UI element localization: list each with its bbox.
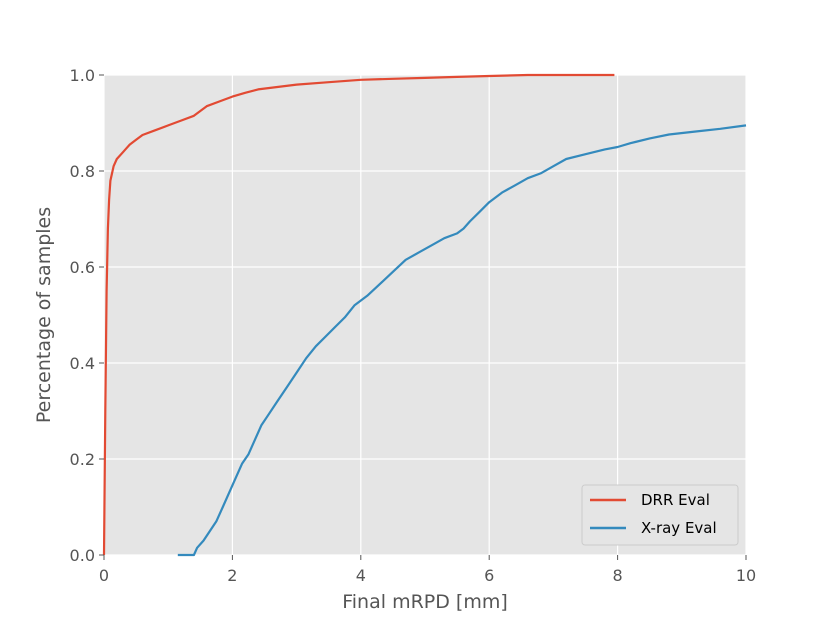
y-tick-label: 0.0 <box>70 546 95 565</box>
y-tick-label: 0.2 <box>70 450 95 469</box>
y-tick-label: 1.0 <box>70 66 95 85</box>
y-axis-label: Percentage of samples <box>33 207 55 423</box>
x-tick-label: 6 <box>484 566 494 585</box>
x-tick-label: 10 <box>736 566 756 585</box>
series-layer <box>102 73 747 557</box>
grid <box>103 74 747 556</box>
legend: DRR Eval X-ray Eval <box>581 484 739 546</box>
series-line-x-ray-eval <box>177 124 747 557</box>
x-tick-label: 0 <box>99 566 109 585</box>
x-tick-label: 8 <box>613 566 623 585</box>
plot-background <box>104 75 746 555</box>
y-tick-label: 0.8 <box>70 162 95 181</box>
y-tick-label: 0.4 <box>70 354 95 373</box>
series-line-drr-eval <box>102 73 615 556</box>
ticks: 0 2 4 6 8 10 0.0 0.2 0.4 0.6 0.8 1.0 <box>70 66 757 585</box>
x-tick-label: 4 <box>356 566 366 585</box>
y-tick-label: 0.6 <box>70 258 95 277</box>
x-tick-label: 2 <box>227 566 237 585</box>
x-axis-label: Final mRPD [mm] <box>342 591 508 613</box>
legend-label-x-ray-eval: X-ray Eval <box>641 519 717 537</box>
legend-label-drr-eval: DRR Eval <box>641 491 710 509</box>
